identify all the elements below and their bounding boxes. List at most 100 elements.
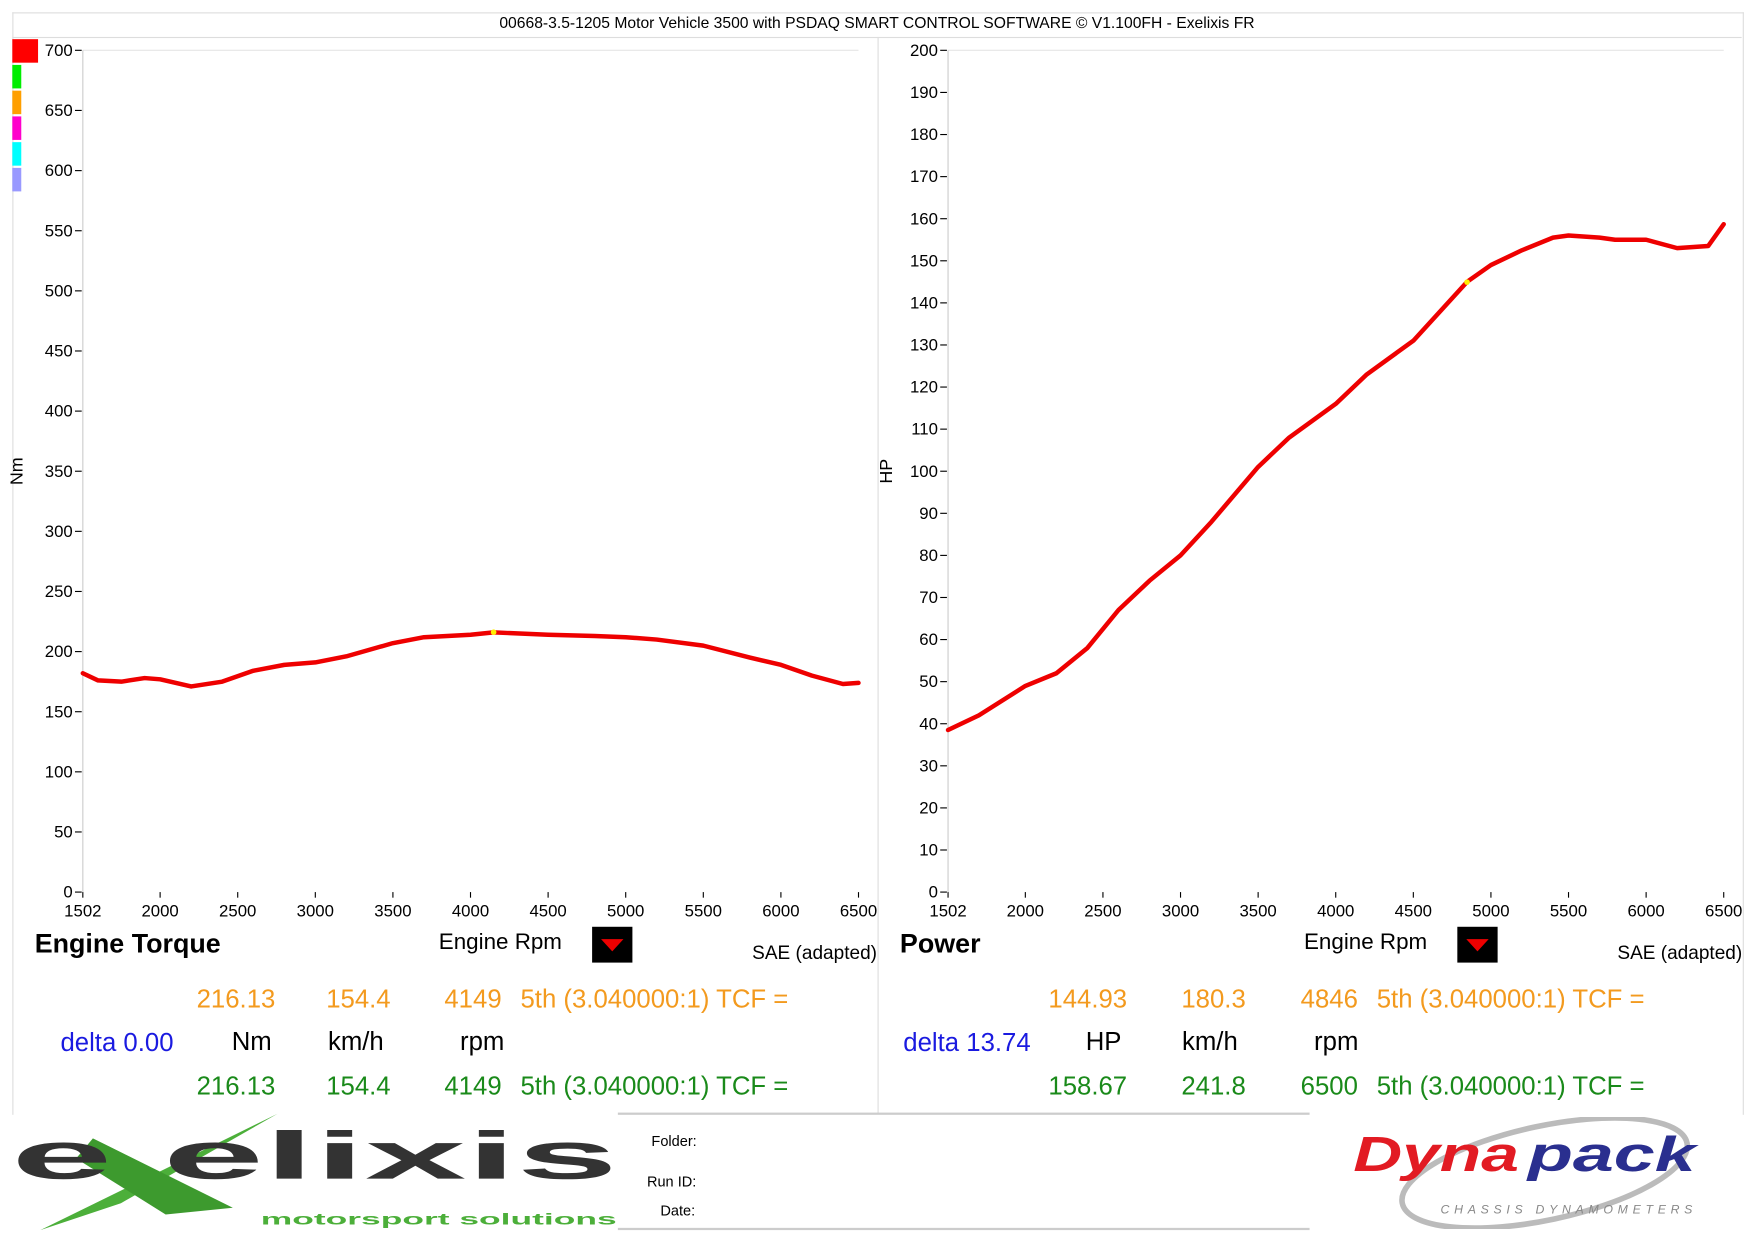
y-tick-label: 250 [45, 582, 73, 601]
legend-swatch[interactable] [12, 39, 39, 63]
power-cursor-speed: 180.3 [1181, 983, 1246, 1013]
y-tick-label: 0 [63, 883, 72, 902]
series-line-run [80, 630, 861, 689]
y-tick-label: 120 [910, 378, 938, 397]
x-tick-label: 2500 [1084, 902, 1121, 921]
y-tick-label: 40 [919, 714, 938, 733]
y-tick-label: 60 [919, 630, 938, 649]
series-line-run [945, 221, 1726, 733]
svg-text:Dyna: Dyna [1353, 1127, 1519, 1182]
cursor-marker [1464, 279, 1470, 285]
torque-cursor-gear: 5th (3.040000:1) TCF = [520, 983, 789, 1013]
legend-swatch[interactable] [12, 142, 22, 166]
torque-correction: SAE (adapted) [752, 942, 877, 964]
y-tick-label: 130 [910, 336, 938, 355]
power-cursor-value: 144.93 [1048, 983, 1128, 1013]
report-frame [12, 12, 1744, 1115]
y-tick-label: 700 [45, 41, 73, 60]
y-axis-label: HP [879, 459, 896, 484]
speed-unit: km/h [327, 1026, 384, 1056]
y-tick-label: 550 [45, 221, 73, 240]
y-tick-label: 140 [910, 293, 938, 312]
power-cursor-gear: 5th (3.040000:1) TCF = [1376, 983, 1645, 1013]
y-tick-label: 50 [54, 823, 73, 842]
x-tick-label: 5000 [607, 902, 644, 921]
torque-cursor-rpm: 4149 [444, 983, 502, 1013]
torque-cursor-speed: 154.4 [326, 983, 391, 1013]
y-tick-label: 50 [919, 672, 938, 691]
date-label: Date: [660, 1202, 696, 1219]
power-xaxis-dropdown[interactable] [1457, 926, 1498, 963]
power-delta: delta 13.74 [903, 1027, 1031, 1057]
y-tick-label: 100 [910, 462, 938, 481]
x-tick-label: 6500 [840, 902, 877, 921]
x-tick-label: 3500 [374, 902, 411, 921]
y-axis-label: Nm [6, 457, 26, 485]
y-tick-label: 80 [919, 546, 938, 565]
x-tick-label: 2000 [1007, 902, 1044, 921]
x-tick-label: 1502 [929, 902, 966, 921]
y-tick-label: 350 [45, 462, 73, 481]
x-tick-label: 2500 [219, 902, 256, 921]
rpm-unit: rpm [460, 1026, 505, 1056]
x-tick-label: 4000 [1317, 902, 1354, 921]
torque-max-speed: 154.4 [326, 1071, 391, 1101]
legend-swatch[interactable] [12, 167, 22, 192]
power-title: Power [899, 929, 981, 960]
window-title: 00668-3.5-1205 Motor Vehicle 3500 with P… [12, 12, 1742, 39]
power-max-speed: 241.8 [1181, 1071, 1246, 1101]
legend-swatch[interactable] [12, 64, 22, 89]
y-tick-label: 650 [45, 101, 73, 120]
x-tick-label: 2000 [141, 902, 178, 921]
x-tick-label: 4000 [452, 902, 489, 921]
power-max-gear: 5th (3.040000:1) TCF = [1376, 1071, 1645, 1101]
torque-max-value: 216.13 [196, 1071, 276, 1101]
runid-label: Run ID: [646, 1173, 697, 1190]
y-tick-label: 10 [919, 841, 938, 860]
footer-bottom-rule [617, 1227, 1310, 1231]
svg-text:pack: pack [1525, 1127, 1700, 1182]
torque-xaxis-dropdown[interactable] [592, 926, 633, 963]
chart-divider [877, 36, 879, 1114]
y-tick-label: 30 [919, 756, 938, 775]
y-tick-label: 0 [929, 883, 938, 902]
legend-swatch[interactable] [12, 116, 22, 140]
y-tick-label: 300 [45, 522, 73, 541]
svg-text:CHASSIS DYNAMOMETERS: CHASSIS DYNAMOMETERS [1441, 1202, 1694, 1216]
y-tick-label: 20 [919, 799, 938, 818]
x-tick-label: 4500 [1395, 902, 1432, 921]
cursor-marker [490, 629, 497, 635]
y-tick-label: 200 [45, 642, 73, 661]
torque-cursor-value: 216.13 [196, 983, 276, 1013]
power-cursor-rpm: 4846 [1300, 983, 1358, 1013]
power-rpm-unit: rpm [1314, 1026, 1359, 1056]
y-tick-label: 70 [919, 588, 938, 607]
x-tick-label: 4500 [529, 902, 566, 921]
torque-chart[interactable]: 0 50 100 150 200 250 300 350 400 450 500 550 600 650 7… [0, 34, 884, 929]
legend-swatch[interactable] [12, 90, 22, 115]
y-tick-label: 150 [45, 702, 73, 721]
x-tick-label: 1502 [64, 902, 101, 921]
x-tick-label: 6000 [762, 902, 799, 921]
y-tick-label: 160 [910, 209, 938, 228]
y-tick-label: 190 [910, 83, 938, 102]
torque-delta: delta 0.00 [60, 1027, 174, 1057]
y-tick-label: 180 [910, 125, 938, 144]
y-tick-label: 100 [45, 762, 73, 781]
x-tick-label: 3000 [1162, 902, 1199, 921]
y-tick-label: 500 [45, 281, 73, 300]
power-unit: HP [1085, 1026, 1122, 1056]
power-max-rpm: 6500 [1300, 1071, 1358, 1101]
x-tick-label: 5000 [1472, 902, 1509, 921]
x-tick-label: 3000 [297, 902, 334, 921]
power-correction: SAE (adapted) [1617, 942, 1743, 964]
y-tick-label: 400 [45, 402, 73, 421]
y-tick-label: 450 [45, 342, 73, 361]
y-tick-label: 170 [910, 167, 938, 186]
x-tick-label: 5500 [1550, 902, 1587, 921]
power-xaxis-label: Engine Rpm [1303, 930, 1428, 955]
torque-unit: Nm [231, 1026, 272, 1056]
power-max-value: 158.67 [1048, 1071, 1128, 1101]
power-chart[interactable]: 0 10 20 30 40 50 60 70 80 90 100 110 120 130 140 150 160… [879, 34, 1755, 929]
x-tick-label: 6000 [1627, 902, 1664, 921]
